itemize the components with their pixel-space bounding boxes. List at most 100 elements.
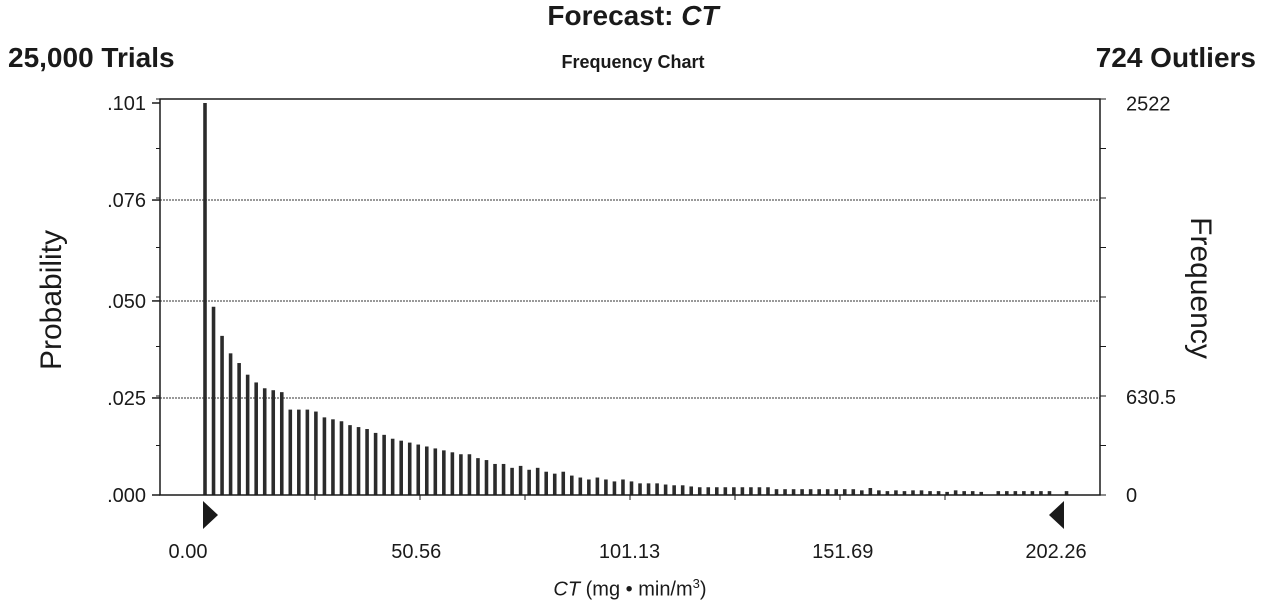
- x-axis-label-rest: (mg • min/m: [580, 578, 693, 601]
- histogram-bar: [646, 483, 651, 495]
- histogram-bar: [936, 491, 941, 495]
- histogram-bar: [527, 469, 531, 495]
- histogram-bar: [629, 481, 634, 495]
- chart-title: Forecast: CT: [0, 0, 1266, 32]
- right-certainty-grabber-icon[interactable]: [1049, 501, 1064, 529]
- histogram-bar: [842, 489, 847, 495]
- y-tick-label: .076: [107, 190, 146, 212]
- histogram-bar: [894, 490, 898, 495]
- histogram-bar: [1013, 491, 1018, 495]
- x-axis-label-var: CT: [553, 578, 581, 601]
- histogram-bar: [365, 429, 369, 495]
- right-tick-label: 630.5: [1126, 387, 1176, 409]
- histogram-bar: [484, 460, 489, 495]
- histogram-bar: [1064, 491, 1069, 495]
- trials-count: 25,000 Trials: [8, 42, 175, 73]
- histogram-bar: [220, 335, 224, 495]
- histogram-bar: [348, 425, 352, 495]
- histogram-bar: [587, 479, 591, 495]
- x-axis-label: CT (mg • min/m3): [430, 576, 830, 602]
- title-prefix: Forecast:: [547, 0, 682, 31]
- histogram-bar: [578, 477, 583, 495]
- histogram-bar: [211, 306, 216, 495]
- histogram-bar: [877, 490, 881, 495]
- histogram-bar: [808, 489, 813, 495]
- histogram-bar: [723, 487, 728, 495]
- histogram-bar: [612, 481, 617, 495]
- histogram-bar: [834, 489, 839, 495]
- histogram-bar: [680, 485, 685, 495]
- histogram-bar: [314, 411, 318, 495]
- histogram-bar: [262, 388, 267, 495]
- gridlines: [160, 199, 1100, 399]
- histogram-bar: [817, 489, 821, 495]
- histogram-bar: [1005, 491, 1009, 495]
- histogram-bar: [595, 477, 600, 495]
- y-tick-label: .000: [107, 485, 146, 507]
- histogram-bar: [288, 409, 293, 495]
- histogram-bar: [732, 487, 736, 495]
- histogram-bar: [433, 448, 438, 495]
- histogram-bar: [953, 490, 958, 495]
- histogram-bar: [476, 458, 480, 495]
- histogram-bar: [689, 486, 694, 495]
- y-tick-label: .050: [107, 291, 146, 313]
- histogram-bar: [1047, 491, 1052, 495]
- right-tick-label: 2522: [1126, 93, 1171, 115]
- left-certainty-grabber-icon[interactable]: [203, 501, 218, 529]
- histogram-bar: [390, 438, 395, 495]
- histogram-bar: [356, 427, 361, 495]
- histogram-bar: [800, 489, 804, 495]
- histogram-bar: [305, 409, 310, 495]
- histogram-bar: [297, 409, 301, 495]
- histogram-bar: [322, 417, 327, 495]
- x-tick-label: 151.69: [812, 541, 873, 563]
- histogram-bar: [424, 446, 429, 495]
- histogram-bar: [996, 491, 1001, 495]
- histogram-bar: [561, 471, 566, 495]
- histogram-bar: [1022, 491, 1026, 495]
- histogram-bar: [501, 463, 506, 495]
- histogram-bar: [331, 419, 335, 495]
- histogram-bar: [740, 487, 745, 495]
- x-axis-label-close: ): [699, 578, 707, 601]
- histogram-bar: [706, 487, 711, 495]
- histogram-bar: [715, 487, 719, 495]
- histogram-bar: [911, 490, 915, 495]
- histogram-bar: [569, 475, 574, 495]
- histogram-bar: [621, 479, 625, 495]
- x-tick-label: 202.26: [1025, 541, 1086, 563]
- histogram-bar: [868, 488, 873, 495]
- histogram-bar: [382, 434, 386, 495]
- x-tick-label: 50.56: [391, 541, 441, 563]
- histogram-bar: [339, 421, 344, 495]
- x-tick-label: 101.13: [599, 541, 660, 563]
- histogram-bar: [928, 491, 932, 495]
- histogram-bar: [450, 452, 455, 495]
- histogram-bar: [535, 467, 540, 495]
- histogram-bar: [254, 382, 258, 495]
- histogram-bar: [825, 489, 830, 495]
- histogram-bar: [399, 440, 403, 495]
- x-tick-label: 0.00: [169, 541, 208, 563]
- y-tick-label: .101: [107, 93, 146, 115]
- histogram-bar: [1039, 491, 1043, 495]
- histogram-bar: [885, 491, 890, 495]
- histogram-bar: [979, 491, 984, 495]
- histogram-bar: [945, 491, 949, 495]
- histogram-bar: [237, 363, 241, 495]
- histogram-bar: [467, 454, 472, 495]
- histogram-bar: [203, 103, 207, 495]
- histogram-bar: [860, 490, 864, 495]
- histogram-bar: [638, 483, 642, 495]
- histogram-bar: [279, 392, 284, 495]
- y-tick-label: .025: [107, 388, 146, 410]
- axis-ticks: [152, 98, 1106, 500]
- title-variable: CT: [681, 0, 719, 31]
- histogram-bar: [1030, 491, 1035, 495]
- histogram-bar: [373, 432, 378, 495]
- histogram-bar: [459, 454, 463, 495]
- histogram-bar: [552, 473, 557, 495]
- outliers-count: 724 Outliers: [1095, 42, 1256, 73]
- x-axis-label-sup: 3: [692, 576, 700, 591]
